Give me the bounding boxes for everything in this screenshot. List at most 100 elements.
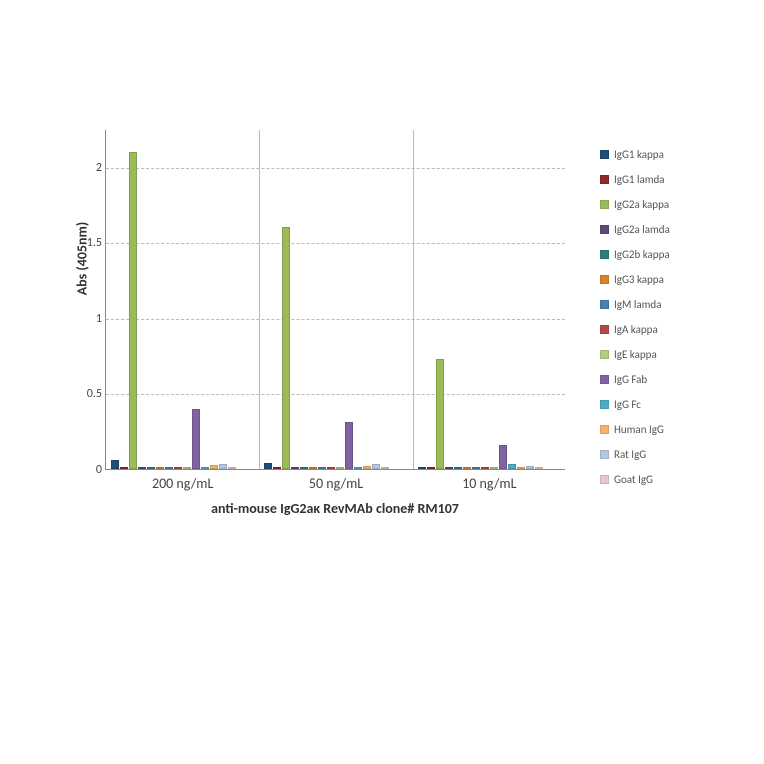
bar bbox=[327, 467, 335, 469]
bar bbox=[354, 467, 362, 469]
legend-item: IgM lamda bbox=[600, 298, 670, 311]
bar bbox=[120, 467, 128, 469]
y-tick-label: 1.5 bbox=[84, 236, 102, 250]
y-axis-label: Abs (405nm) bbox=[73, 222, 90, 296]
legend-item: IgG1 lamda bbox=[600, 173, 670, 186]
bar bbox=[111, 460, 119, 469]
legend-swatch bbox=[600, 450, 609, 459]
bar bbox=[427, 467, 435, 469]
legend-swatch bbox=[600, 400, 609, 409]
legend-swatch bbox=[600, 475, 609, 484]
bar bbox=[517, 467, 525, 469]
bar bbox=[381, 467, 389, 469]
bar bbox=[499, 445, 507, 469]
legend-item: Human IgG bbox=[600, 423, 670, 436]
legend-swatch bbox=[600, 225, 609, 234]
bar bbox=[228, 467, 236, 469]
legend-label: IgA kappa bbox=[614, 323, 658, 336]
bar bbox=[526, 466, 534, 469]
bar bbox=[210, 465, 218, 469]
legend-item: Rat IgG bbox=[600, 448, 670, 461]
legend-label: IgG Fab bbox=[614, 373, 647, 386]
bar bbox=[454, 467, 462, 469]
legend-swatch bbox=[600, 250, 609, 259]
legend-label: IgE kappa bbox=[614, 348, 657, 361]
y-tick-label: 2 bbox=[84, 161, 102, 175]
legend-label: IgG2a kappa bbox=[614, 198, 669, 211]
gridline-h bbox=[106, 394, 565, 395]
bar bbox=[345, 422, 353, 469]
legend-swatch bbox=[600, 150, 609, 159]
legend-label: IgG1 kappa bbox=[614, 148, 664, 161]
legend-item: Goat IgG bbox=[600, 473, 670, 486]
legend-label: IgG1 lamda bbox=[614, 173, 665, 186]
bar bbox=[192, 409, 200, 469]
bar bbox=[490, 467, 498, 469]
legend-label: Goat IgG bbox=[614, 473, 653, 486]
bar bbox=[309, 467, 317, 469]
bar bbox=[138, 467, 146, 469]
legend-swatch bbox=[600, 350, 609, 359]
x-tick-label: 200 ng/mL bbox=[152, 475, 213, 492]
bar bbox=[445, 467, 453, 469]
bar bbox=[508, 464, 516, 469]
bar bbox=[264, 463, 272, 469]
x-tick-label: 10 ng/mL bbox=[462, 475, 516, 492]
bar bbox=[418, 467, 426, 469]
bar bbox=[372, 464, 380, 469]
bar bbox=[318, 467, 326, 469]
legend-item: IgG Fab bbox=[600, 373, 670, 386]
bar bbox=[165, 467, 173, 469]
bar bbox=[300, 467, 308, 469]
legend-item: IgG2a kappa bbox=[600, 198, 670, 211]
legend-swatch bbox=[600, 325, 609, 334]
bar bbox=[219, 464, 227, 469]
legend-label: IgG3 kappa bbox=[614, 273, 664, 286]
bar bbox=[156, 467, 164, 469]
y-tick-label: 1 bbox=[84, 312, 102, 326]
legend-item: IgA kappa bbox=[600, 323, 670, 336]
legend-swatch bbox=[600, 175, 609, 184]
x-axis-label: anti-mouse IgG2aκ RevMAb clone# RM107 bbox=[105, 500, 565, 517]
legend-item: IgG2a lamda bbox=[600, 223, 670, 236]
bar bbox=[183, 467, 191, 469]
legend-swatch bbox=[600, 375, 609, 384]
gridline-v bbox=[413, 130, 414, 469]
gridline-h bbox=[106, 243, 565, 244]
bar bbox=[463, 467, 471, 469]
bar bbox=[201, 467, 209, 469]
bar bbox=[273, 467, 281, 469]
legend-item: IgG1 kappa bbox=[600, 148, 670, 161]
legend-item: IgE kappa bbox=[600, 348, 670, 361]
bar bbox=[363, 466, 371, 469]
legend-swatch bbox=[600, 200, 609, 209]
legend-item: IgG3 kappa bbox=[600, 273, 670, 286]
legend-swatch bbox=[600, 300, 609, 309]
legend-label: IgM lamda bbox=[614, 298, 661, 311]
bar bbox=[174, 467, 182, 469]
bar bbox=[472, 467, 480, 469]
bar bbox=[436, 359, 444, 469]
legend: IgG1 kappa IgG1 lamda IgG2a kappa IgG2a lam… bbox=[600, 148, 670, 498]
gridline-v bbox=[259, 130, 260, 469]
legend-item: IgG2b kappa bbox=[600, 248, 670, 261]
gridline-h bbox=[106, 168, 565, 169]
y-tick-label: 0 bbox=[84, 463, 102, 477]
legend-label: IgG2b kappa bbox=[614, 248, 670, 261]
chart-plot-area: 00.511.52200 ng/mL50 ng/mL10 ng/mL bbox=[105, 130, 565, 470]
legend-label: Human IgG bbox=[614, 423, 664, 436]
y-tick-label: 0.5 bbox=[84, 387, 102, 401]
legend-label: IgG2a lamda bbox=[614, 223, 670, 236]
legend-label: IgG Fc bbox=[614, 398, 641, 411]
legend-item: IgG Fc bbox=[600, 398, 670, 411]
bar bbox=[147, 467, 155, 469]
bar bbox=[282, 227, 290, 469]
legend-swatch bbox=[600, 425, 609, 434]
legend-swatch bbox=[600, 275, 609, 284]
bar bbox=[336, 467, 344, 469]
legend-label: Rat IgG bbox=[614, 448, 646, 461]
bar bbox=[481, 467, 489, 469]
gridline-h bbox=[106, 319, 565, 320]
bar bbox=[129, 152, 137, 469]
bar bbox=[291, 467, 299, 469]
